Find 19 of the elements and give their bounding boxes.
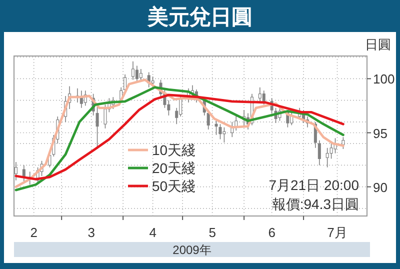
line-series — [14, 94, 344, 180]
x-tick-label: 4 — [149, 225, 156, 240]
chart-title: 美元兌日圓 — [146, 5, 252, 29]
x-tick-label: 3 — [88, 225, 95, 240]
y-tick-label: 95 — [373, 126, 388, 141]
x-tick-label: 7月 — [327, 225, 348, 240]
x-tick-label: 6 — [268, 225, 276, 240]
legend-label: 50天綫 — [152, 178, 196, 194]
xlabel-band: 2009年 — [14, 242, 370, 257]
y-tick-label: 90 — [373, 180, 388, 195]
legend-label: 10天綫 — [152, 142, 196, 158]
annotation: 7月21日 20:00 — [268, 177, 360, 193]
x-tick-label: 5 — [208, 225, 216, 240]
x-tick-label: 2 — [30, 225, 38, 240]
legend-label: 20天綫 — [152, 160, 196, 176]
y-axis-title: 日圓 — [365, 37, 391, 52]
annotation: 報價:94.3日圓 — [272, 196, 359, 212]
x-axis-title: 2009年 — [172, 243, 212, 257]
y-tick-label: 100 — [373, 72, 395, 87]
